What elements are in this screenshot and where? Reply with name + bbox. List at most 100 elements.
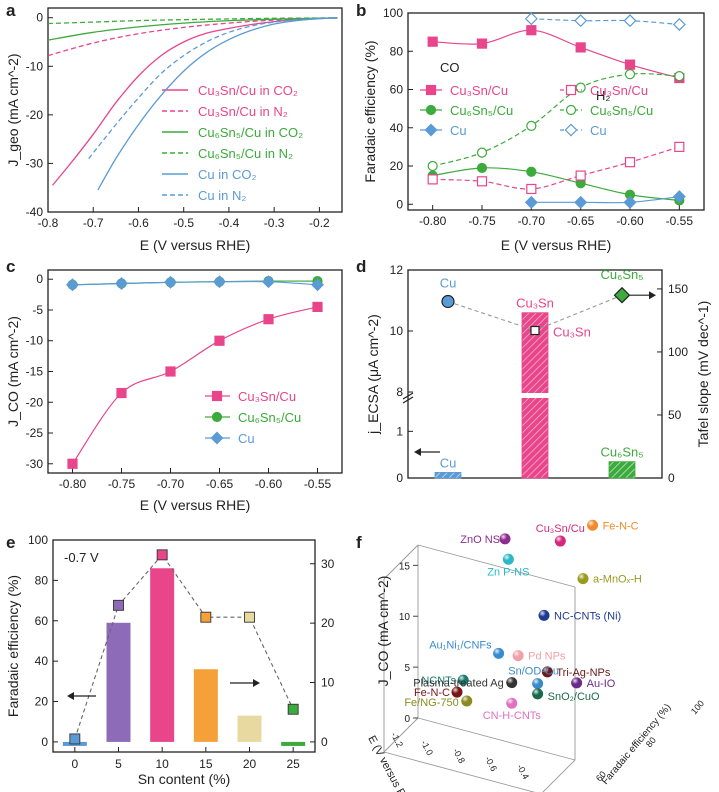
data-point-shine [577,573,589,585]
x-tick-label: -0.65 [567,214,595,228]
y-tick-label: 0 [404,714,410,725]
point-label: Au₁Ni₁/CNFs [429,639,492,651]
legend-label: Cu₆Sn₅/Cu [590,103,653,118]
bar [106,622,131,742]
y-axis-title: Faradaic efficiency (%) [5,575,21,717]
y-tick-label: 0 [396,197,403,211]
y-tick-label: -30 [26,457,44,471]
data-point [624,69,636,80]
x-tick-label: -0.6 [128,216,149,230]
x-tick-label: -0.60 [255,477,283,491]
data-point [164,275,177,289]
x-axis-title: E (V versus RHE) [140,237,250,253]
bar-break-gap [521,393,549,398]
y-tick-label: -10 [26,334,44,348]
arrow-right-head [649,291,656,300]
x-tick-label: -0.5 [173,216,194,230]
legend-marker [565,104,577,116]
legend-label: Cu₆Sn₅/Cu [238,410,301,425]
data-point-shine [506,677,518,689]
data-point [476,147,488,158]
legend-marker [210,431,224,445]
data-point [115,277,128,291]
bar-label: Cu₃Sn [516,296,554,311]
data-point-shine [493,647,505,659]
y-tick-label: 40 [390,121,404,135]
x-tick-label: -0.3 [264,216,285,230]
data-point [674,71,685,82]
x-tick-label: -0.55 [304,477,332,491]
y-tick-label: -10 [26,59,44,73]
x-tick-label: 5 [115,757,122,771]
series-line [47,17,338,57]
point-label: Cu₃Sn/Cu [536,523,585,535]
data-point-shine [512,650,524,662]
legend-label: Cu [238,431,255,446]
series-line [432,146,680,190]
panel-label-b: b [356,1,366,20]
y-tick-label: 20 [390,159,404,173]
plot-frame [47,7,343,213]
x-tick-label: -0.70 [518,214,546,228]
series-line [72,306,318,465]
z-tick-label: 80 [644,735,658,749]
data-point [524,12,538,26]
y-tick-label: -40 [26,205,44,219]
x-tick-label: -0.55 [666,214,694,228]
legend-label: Cu₆Sn₅/Cu in N₂ [198,146,293,161]
arrow-right-head [253,679,260,687]
panel-label-a: a [6,1,16,20]
y-tick-label: 40 [35,654,49,668]
legend-marker [564,123,578,137]
data-point [262,275,275,289]
legend-label: Cu₃Sn/Cu in N₂ [198,104,288,119]
annotation: -0.7 V [64,550,99,565]
series-line [72,280,318,286]
bar [434,471,462,479]
series-line [531,196,680,204]
legend-label: Cu₆Sn₅/Cu [450,103,513,118]
legend-label: Cu₃Sn/Cu [450,83,508,98]
tafel-point [530,325,540,336]
y-tick-label: -5 [32,303,43,317]
data-point [623,14,637,28]
point-label: ZnO NS [460,534,500,546]
y-tick-label: 1 [396,424,403,438]
scatter-point [200,611,212,623]
y-tick-label: 20 [35,695,49,709]
axis-break [402,392,414,400]
scatter-line [74,553,294,740]
data-point [672,190,686,204]
z-axis-title: Faradaic efficiency (%) [600,702,674,787]
x-axis-title: E (V versus RHE) [501,237,611,253]
y-tick-label: 0 [36,272,43,286]
legend-title-h2: H₂ [596,88,610,103]
x-tick-label: -0.75 [468,214,496,228]
data-point-shine [532,678,544,690]
z-tick-label: 100 [689,698,706,716]
y-tick-label-right: 100 [668,345,688,359]
plot-frame [52,539,316,753]
data-point [213,275,226,289]
legend-label: Cu [450,123,467,138]
x-tick-label: -0.80 [59,477,87,491]
plot-frame [47,269,343,474]
y-tick-label-right: 20 [321,616,335,630]
y-tick-label: 10 [399,612,411,623]
x-tick-label: -0.2 [309,216,330,230]
x-axis-title: Sn content (%) [138,771,231,787]
legend-label: Cu₃Sn/Cu [238,389,296,404]
scatter-point [244,611,255,623]
x-tick-label: 25 [286,757,300,771]
y-tick-label-right: 0 [668,471,675,485]
x-tick-label: -0.6 [483,755,499,773]
data-point-shine [554,535,566,547]
tafel-label: Cu [440,276,457,291]
data-point [427,36,438,47]
x-tick-label: -0.80 [419,214,447,228]
legend-marker [565,84,577,96]
tafel-label: Cu₃Sn [553,325,591,340]
legend-label: Cu in CO₂ [198,167,257,182]
y-tick-label: 0 [41,735,48,749]
